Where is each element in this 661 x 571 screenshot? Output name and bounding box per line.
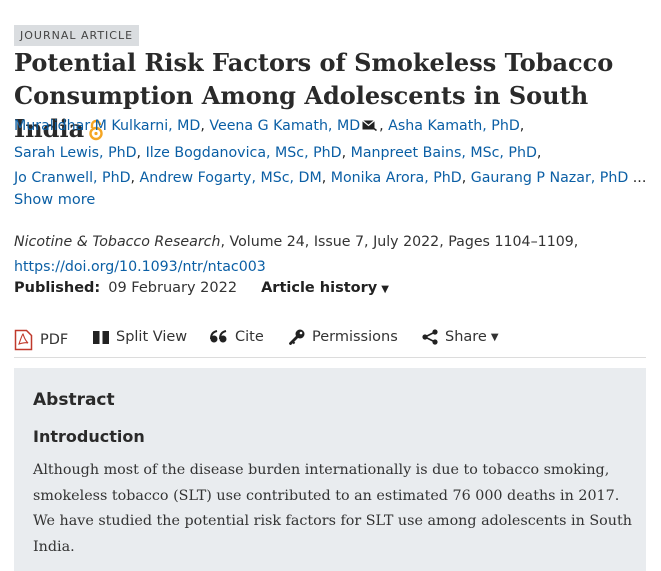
- show-more-authors-link[interactable]: Show more: [14, 192, 96, 208]
- author-link[interactable]: Muralidhar M Kulkarni, MD: [14, 118, 201, 134]
- share-label: Share: [445, 329, 487, 345]
- doi-link[interactable]: https://doi.org/10.1093/ntr/ntac003: [14, 259, 266, 275]
- caret-down-icon: ▼: [381, 284, 389, 295]
- pdf-button[interactable]: PDF: [14, 329, 68, 351]
- split-view-button[interactable]: Split View: [93, 329, 187, 345]
- author-link[interactable]: Andrew Fogarty, MSc, DM: [139, 170, 322, 186]
- publication-row: Published: 09 February 2022 Article histor…: [14, 280, 389, 296]
- quote-icon: [210, 330, 227, 343]
- abstract-panel: Abstract Introduction Although most of t…: [14, 368, 646, 571]
- pdf-icon: [14, 329, 33, 351]
- article-title: Potential Risk Factors of Smokeless Toba…: [14, 46, 646, 149]
- author-link[interactable]: Ilze Bogdanovica, MSc, PhD: [145, 144, 342, 161]
- author-link[interactable]: Monika Arora, PhD: [330, 170, 462, 186]
- author-link[interactable]: Sarah Lewis, PhD: [14, 144, 137, 161]
- article-type-badge: JOURNAL ARTICLE: [14, 25, 140, 46]
- article-toolbar: PDF Split View Cite Permissions Share ▼: [14, 325, 646, 358]
- author-link[interactable]: Veena G Kamath, MD: [209, 118, 361, 134]
- citation-details: , Volume 24, Issue 7, July 2022, Pages 1…: [220, 234, 579, 250]
- split-view-icon: [93, 330, 109, 344]
- abstract-section-heading: Introduction: [33, 427, 145, 446]
- abstract-text: Although most of the disease burden inte…: [33, 462, 632, 555]
- article-history-label: Article history: [261, 280, 378, 296]
- author-link[interactable]: Asha Kamath, PhD: [388, 118, 520, 134]
- permissions-label: Permissions: [312, 329, 398, 345]
- envelope-icon[interactable]: [362, 115, 378, 141]
- author-link[interactable]: Manpreet Bains, MSc, PhD: [350, 144, 537, 161]
- article-title-text: Potential Risk Factors of Smokeless Toba…: [14, 48, 614, 143]
- author-link[interactable]: Jo Cranwell, PhD: [14, 170, 131, 186]
- key-icon: [289, 329, 305, 345]
- cite-button[interactable]: Cite: [210, 329, 264, 345]
- author-ellipsis: ...: [632, 170, 647, 186]
- share-icon: [422, 329, 438, 345]
- pdf-label: PDF: [40, 332, 69, 348]
- author-list: Muralidhar M Kulkarni, MD, Veena G Kamat…: [14, 114, 654, 192]
- journal-name: Nicotine & Tobacco Research: [14, 234, 221, 250]
- share-dropdown[interactable]: Share ▼: [422, 329, 499, 345]
- abstract-heading: Abstract: [33, 390, 115, 410]
- cite-label: Cite: [235, 329, 264, 345]
- caret-down-icon: ▼: [490, 331, 499, 343]
- open-access-icon: [88, 116, 104, 149]
- citation: Nicotine & Tobacco Research, Volume 24, …: [14, 230, 578, 280]
- published-date: 09 February 2022: [108, 280, 238, 296]
- published-label: Published:: [14, 280, 101, 296]
- permissions-button[interactable]: Permissions: [289, 329, 398, 345]
- author-link[interactable]: Gaurang P Nazar, PhD: [470, 170, 629, 186]
- article-history-dropdown[interactable]: Article history ▼: [261, 280, 389, 296]
- split-view-label: Split View: [116, 329, 188, 345]
